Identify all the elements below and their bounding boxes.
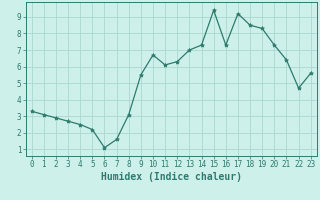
- X-axis label: Humidex (Indice chaleur): Humidex (Indice chaleur): [101, 172, 242, 182]
